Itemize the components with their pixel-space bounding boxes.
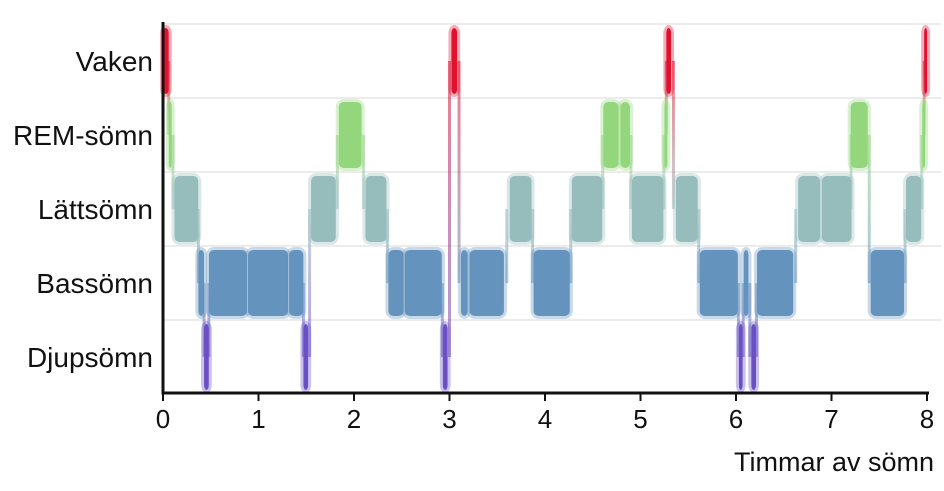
x-axis-title: Timmar av sömn (734, 447, 934, 477)
segment-bar (924, 28, 928, 94)
segment-bar (289, 250, 304, 316)
segment-outline (335, 99, 365, 171)
gridlines (163, 23, 941, 321)
segment-outline (628, 173, 667, 245)
segment-bar (533, 250, 570, 316)
segment-outline (448, 25, 461, 97)
segment-bar (204, 324, 209, 390)
x-tick-label-8: 8 (920, 404, 934, 434)
segment-bar (451, 28, 458, 94)
segment-bar (664, 102, 668, 168)
segment-outline (617, 99, 633, 171)
x-tick-label-5: 5 (633, 404, 647, 434)
segment-bar (620, 102, 630, 168)
segment-bar (388, 250, 404, 316)
segment-outline (171, 173, 202, 245)
stage-label-0: Vaken (76, 46, 153, 77)
segment-bar (168, 102, 172, 168)
segment-outline (308, 173, 339, 245)
segment-bar (666, 28, 672, 94)
segment-bar (821, 176, 852, 242)
segment-outline (661, 99, 671, 171)
segment-bar (247, 250, 289, 316)
segment-bar (338, 102, 362, 168)
segment-outline (919, 99, 929, 171)
segment-outline (286, 247, 307, 319)
stage-label-4: Djupsömn (27, 342, 153, 373)
segment-outline (568, 173, 606, 245)
segment-outline (506, 173, 535, 245)
segment-bar (905, 176, 922, 242)
segment-outline (165, 99, 175, 171)
segment-bar (174, 176, 199, 242)
segment-outline (795, 173, 824, 245)
segment-outline (466, 247, 507, 319)
segment-bar (603, 102, 619, 168)
segment-bar (208, 250, 248, 316)
segment-outline (401, 247, 445, 319)
segment-bar (922, 102, 926, 168)
segment-outline (902, 173, 925, 245)
x-tick-label-1: 1 (251, 404, 265, 434)
x-tick-label-6: 6 (729, 404, 743, 434)
segment-bar (442, 324, 448, 390)
segment-bar (631, 176, 664, 242)
stage-label-3: Bassömn (36, 268, 153, 299)
segment-bar (365, 176, 387, 242)
stage-labels: Vaken REM-sömn Lättsömn Bassömn Djupsömn (13, 46, 153, 373)
segment-outline (672, 173, 701, 245)
segment-outline (847, 99, 871, 171)
segment-bar (798, 176, 821, 242)
segment-outline (867, 247, 908, 319)
stage-label-1: REM-sömn (13, 120, 153, 151)
x-axis: 0 1 2 3 4 5 6 7 8 (156, 22, 934, 434)
segment-bar (509, 176, 532, 242)
segment-bar (743, 250, 749, 316)
segment-bar (460, 250, 468, 316)
segment-outline (600, 99, 622, 171)
segment-bar (675, 176, 698, 242)
segment-outline (696, 247, 741, 319)
segment-bar (469, 250, 504, 316)
segment-outline (663, 25, 675, 97)
segment-bar (850, 102, 868, 168)
segment-bar (311, 176, 336, 242)
x-tick-label-0: 0 (156, 404, 170, 434)
segment-bar (404, 250, 442, 316)
x-tick-label-4: 4 (538, 404, 552, 434)
segment-bar (751, 324, 757, 390)
stage-label-2: Lättsömn (38, 194, 153, 225)
segment-bar (738, 324, 743, 390)
segment-outline (740, 247, 752, 319)
segment-bar (198, 250, 205, 316)
segment-bar (699, 250, 738, 316)
segment-outline (754, 247, 797, 319)
segment-outline (362, 173, 390, 245)
x-tick-label-3: 3 (442, 404, 456, 434)
x-tick-label-2: 2 (347, 404, 361, 434)
segment-bar (571, 176, 603, 242)
segment-outline (818, 173, 855, 245)
segment-outline (530, 247, 573, 319)
segment-bar (870, 250, 905, 316)
segment-outline (195, 247, 208, 319)
x-tick-label-7: 7 (824, 404, 838, 434)
stage-segments (160, 25, 931, 393)
segment-bar (757, 250, 794, 316)
segment-bar (303, 324, 309, 390)
segment-outline (921, 25, 931, 97)
segment-outline (457, 247, 471, 319)
